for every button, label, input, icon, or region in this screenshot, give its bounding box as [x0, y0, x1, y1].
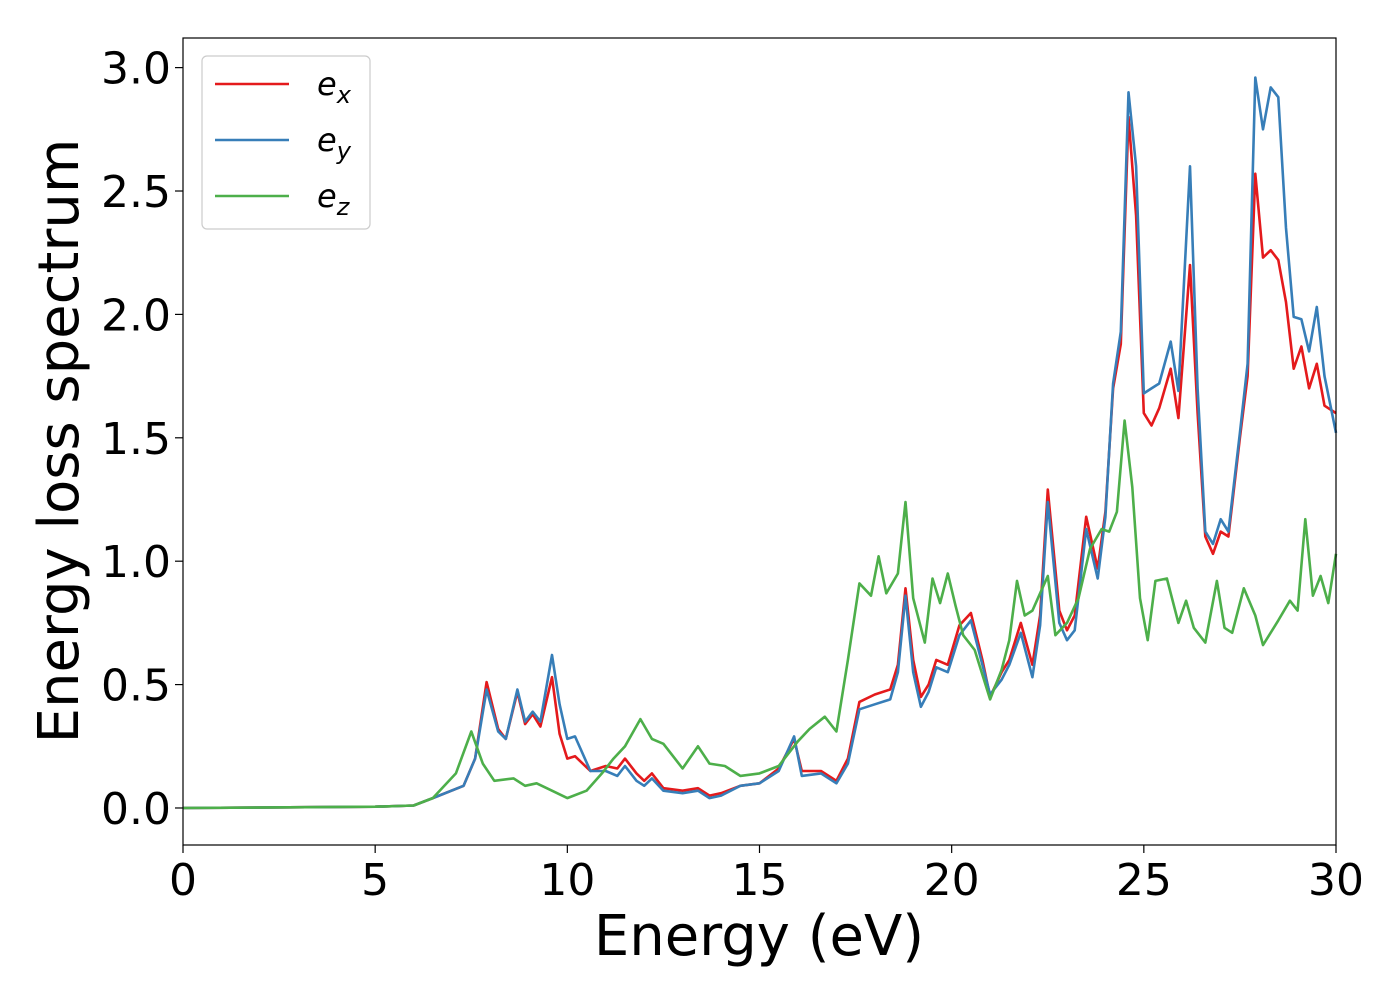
y-tick-label: 0.5	[101, 661, 171, 712]
x-tick-label: 20	[924, 855, 980, 906]
x-tick-label: 10	[539, 855, 595, 906]
x-tick-label: 5	[361, 855, 389, 906]
x-tick-label: 15	[732, 855, 788, 906]
legend-box	[201, 55, 371, 230]
y-tick-label: 0.0	[101, 784, 171, 835]
series-line-x	[182, 115, 1337, 810]
x-tick-label: 0	[169, 855, 197, 906]
y-tick-label: 3.0	[101, 44, 171, 95]
legend-subscript-z: z	[336, 193, 351, 221]
legend-subscript-x: x	[336, 81, 352, 109]
legend-subscript-y: y	[336, 137, 352, 165]
y-axis-label: Energy loss spectrum	[27, 139, 92, 744]
x-tick-label: 25	[1116, 855, 1172, 906]
x-axis: 0 5 10 15 20 25 30	[169, 845, 1364, 906]
series-line-y	[182, 76, 1338, 810]
y-tick-label: 2.5	[101, 167, 171, 218]
series-layer	[182, 76, 1338, 810]
y-axis: 0.0 0.5 1.0 1.5 2.0 2.5 3.0	[101, 44, 183, 835]
series-line-z	[182, 419, 1338, 810]
y-tick-label: 1.5	[101, 414, 171, 465]
legend-label-z: ez	[317, 177, 351, 221]
y-tick-label: 1.0	[101, 537, 171, 588]
x-axis-label: Energy (eV)	[594, 904, 924, 969]
x-tick-label: 30	[1308, 855, 1364, 906]
y-tick-label: 2.0	[101, 290, 171, 341]
